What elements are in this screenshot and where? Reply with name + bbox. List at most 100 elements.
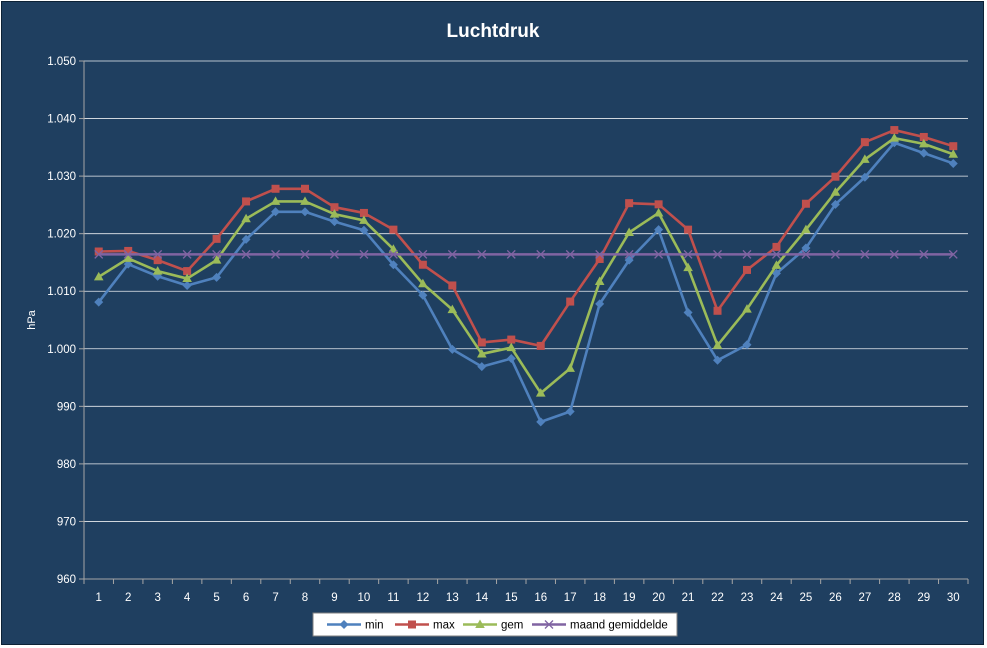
x-tick-labels: 1 2 3 4 5 6 7 8 9 10 11 12 13 14 15 16 17 18 19 20 21 22 23 24 2… — [96, 592, 960, 604]
x-tick-label: 23 — [741, 592, 754, 604]
data-point-max — [831, 172, 840, 181]
x-tick-label: 18 — [593, 592, 606, 604]
legend-label-min: min — [365, 620, 384, 632]
data-point-max — [330, 203, 339, 212]
legend-label-maand-gemiddelde: maand gemiddelde — [570, 620, 668, 632]
data-point-gem — [477, 348, 487, 358]
data-point-maand-gemiddelde — [919, 249, 929, 259]
x-tick-label: 21 — [682, 592, 695, 604]
data-point-max — [595, 254, 604, 263]
data-point-gem — [624, 227, 634, 237]
x-tick-label: 29 — [917, 592, 930, 604]
x-tick-label: 14 — [475, 592, 488, 604]
x-tick-label: 4 — [184, 592, 191, 604]
data-point-maand-gemiddelde — [271, 249, 280, 259]
data-point-gem — [152, 266, 163, 275]
data-point-min — [94, 297, 104, 307]
x-tick-label: 1 — [96, 592, 102, 604]
data-point-max — [743, 265, 751, 274]
data-point-min — [447, 344, 457, 354]
series-line-gem — [98, 136, 954, 395]
data-point-maand-gemiddelde — [595, 249, 605, 259]
chart-title: Luchtdruk — [447, 21, 540, 42]
data-point-min — [418, 290, 428, 300]
data-point-min — [771, 268, 781, 278]
data-point-max — [389, 225, 398, 234]
x-tick-label: 30 — [947, 592, 960, 604]
y-tick-label: 960 — [57, 574, 76, 586]
x-tick-label: 8 — [302, 592, 308, 604]
data-point-max — [242, 197, 251, 206]
data-point-gem — [860, 154, 870, 163]
gridlines — [79, 60, 968, 580]
x-tick-label: 20 — [652, 592, 665, 604]
data-point-gem — [359, 215, 369, 224]
data-point-max — [860, 138, 869, 147]
data-point-max — [124, 246, 133, 255]
data-point-gem — [535, 388, 546, 397]
x-tick-label: 12 — [416, 592, 429, 604]
x-tick-label: 22 — [711, 592, 724, 604]
data-point-max — [301, 184, 309, 193]
data-point-max — [625, 199, 634, 208]
data-point-max — [772, 242, 781, 251]
y-tick-labels: 960 970 980 990 1.000 1.010 1.020 1.030 1.040 1.0… — [47, 56, 76, 586]
data-point-gem — [418, 278, 428, 288]
y-tick-label: 1.050 — [47, 56, 76, 68]
data-point-min — [536, 417, 546, 427]
y-tick-label: 1.020 — [47, 229, 76, 241]
data-point-min — [359, 225, 369, 235]
data-point-gem — [712, 340, 723, 349]
data-point-maand-gemiddelde — [801, 249, 811, 259]
data-point-max — [507, 335, 516, 344]
data-point-gem — [801, 224, 811, 234]
data-point-min — [506, 354, 516, 364]
data-point-min — [830, 199, 840, 209]
data-point-gem — [241, 213, 251, 223]
data-point-min — [948, 158, 958, 168]
data-point-maand-gemiddelde — [713, 249, 722, 259]
data-point-min — [654, 225, 664, 235]
data-point-gem — [653, 207, 664, 217]
data-point-maand-gemiddelde — [359, 249, 369, 259]
data-point-maand-gemiddelde — [212, 249, 222, 259]
data-point-min — [860, 172, 870, 182]
data-point-maand-gemiddelde — [153, 249, 163, 259]
y-tick-label: 990 — [57, 401, 76, 413]
data-point-maand-gemiddelde — [506, 249, 516, 259]
data-point-max — [654, 200, 663, 209]
data-point-max — [890, 126, 899, 135]
data-point-max — [271, 184, 280, 193]
data-point-maand-gemiddelde — [830, 249, 840, 259]
legend: min max gem maand gemiddelde — [312, 612, 678, 637]
series-min — [94, 138, 958, 427]
data-point-max — [536, 341, 545, 350]
data-point-max — [418, 260, 427, 269]
data-point-gem — [123, 253, 133, 262]
data-point-gem — [830, 187, 841, 196]
data-point-gem — [683, 262, 693, 272]
data-point-min — [300, 207, 310, 217]
x-tick-label: 2 — [125, 592, 131, 604]
data-point-min — [241, 234, 251, 244]
x-tick-label: 27 — [858, 592, 871, 604]
data-point-gem — [565, 363, 575, 372]
data-point-maand-gemiddelde — [388, 249, 398, 259]
data-point-max — [359, 208, 368, 217]
data-point-gem — [771, 260, 782, 269]
data-point-maand-gemiddelde — [772, 249, 781, 259]
series-maand-gemiddelde — [94, 249, 958, 259]
series-group — [93, 126, 959, 427]
legend-marker-maand-gemiddelde — [544, 620, 554, 629]
data-point-min — [565, 407, 575, 417]
data-point-max — [713, 306, 722, 315]
data-point-maand-gemiddelde — [123, 249, 133, 259]
legend-marker-gem — [475, 619, 485, 628]
data-point-gem — [447, 304, 458, 314]
data-point-maand-gemiddelde — [889, 249, 899, 259]
series-gem — [93, 133, 959, 397]
y-tick-label: 1.010 — [47, 286, 76, 298]
data-point-maand-gemiddelde — [241, 249, 251, 259]
